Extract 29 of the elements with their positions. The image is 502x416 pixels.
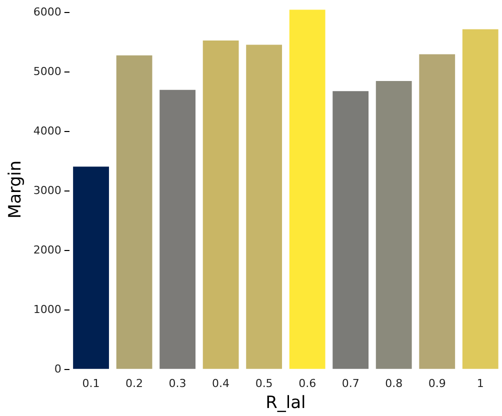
x-tick-label: 0.2 (126, 376, 144, 390)
y-tick-label: 1000 (33, 302, 62, 316)
x-tick-label: 0.1 (82, 376, 100, 390)
y-tick-label: 2000 (33, 243, 62, 256)
x-tick-label: 0.8 (385, 376, 403, 390)
x-tick-label: 0.9 (428, 376, 446, 390)
y-tick-label: 3000 (33, 184, 62, 197)
bar (73, 166, 109, 369)
x-tick-label: 1 (476, 376, 484, 390)
bar (202, 40, 239, 369)
x-tick-label: 0.7 (342, 376, 360, 390)
y-tick-label: 6000 (33, 5, 62, 18)
y-axis-title: Margin (6, 160, 26, 219)
bar (246, 44, 282, 369)
y-tick-label: 4000 (33, 124, 62, 138)
y-tick-label: 5000 (33, 64, 62, 78)
bar (462, 29, 498, 369)
bar (376, 80, 412, 369)
x-tick-label: 0.5 (255, 376, 273, 390)
x-axis-title: R_lal (266, 393, 306, 414)
x-tick-label: 0.3 (168, 376, 186, 390)
y-tick-label: 0 (54, 362, 62, 376)
bar (332, 91, 369, 369)
x-tick-label: 0.4 (212, 376, 230, 390)
bar (160, 90, 196, 369)
x-tick-label: 0.6 (298, 376, 316, 390)
bar (289, 10, 326, 369)
bar (116, 55, 152, 369)
bar (419, 54, 456, 369)
